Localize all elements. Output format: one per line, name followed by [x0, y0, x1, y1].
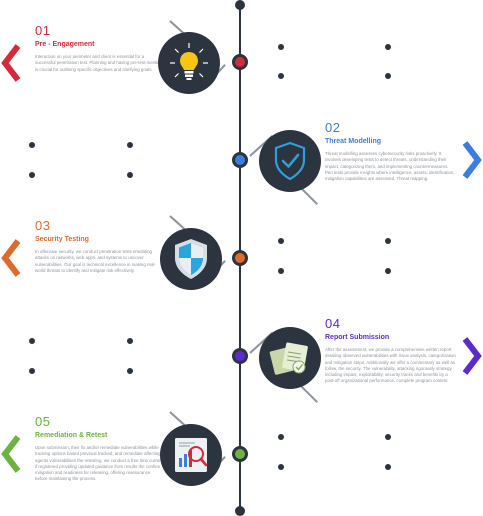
step-2-chevron-right-icon — [459, 140, 483, 180]
step-2-icon-circle — [259, 130, 321, 192]
step-4-title: Report Submission — [325, 334, 390, 341]
step-1-dot-a — [278, 44, 284, 50]
step-3-description: In offensive security, we conduct penetr… — [35, 249, 156, 273]
step-5-dot-a — [278, 434, 284, 440]
step-5-dot-c — [278, 464, 284, 470]
step-5-dot-d — [385, 464, 391, 470]
step-4-dot-a — [29, 338, 35, 344]
step-5-number: 05 — [35, 414, 51, 429]
step-5-title: Remediation & Retest — [35, 432, 108, 439]
step-2-number: 02 — [325, 120, 341, 135]
step-5: 05 Remediation & Retest Upon submission,… — [35, 415, 163, 483]
step-2-description: Threat modelling assesses cybersecurity … — [325, 151, 455, 182]
step-1-dot-b — [385, 44, 391, 50]
step-3-dot-b — [385, 238, 391, 244]
step-2-dot-c — [29, 172, 35, 178]
step-5-description: Upon submission, their fix and/or remedi… — [35, 445, 163, 482]
step-4: 04 Report Submission After the assessmen… — [325, 317, 457, 385]
step-1-icon-circle — [158, 32, 220, 94]
step-4-description: After the assessment, we provide a compr… — [325, 347, 456, 384]
step-1-title: Pre - Engagement — [35, 41, 95, 48]
analytics-chart-icon — [175, 438, 208, 472]
step-1-dot-c — [278, 73, 284, 79]
step-4-dot-b — [127, 338, 133, 344]
step-1-chevron-left-icon — [0, 43, 24, 83]
report-documents-icon — [269, 342, 308, 375]
shield-check-icon — [274, 141, 306, 181]
lightbulb-icon — [170, 43, 208, 80]
step-2-dot-d — [127, 172, 133, 178]
step-1: 01 Pre - Engagement Interaction on your … — [35, 24, 163, 73]
step-3-dot-a — [278, 238, 284, 244]
step-2-title: Threat Modelling — [325, 138, 381, 145]
step-3-node — [232, 250, 248, 266]
step-5-node — [232, 446, 248, 462]
step-4-chevron-right-icon — [459, 336, 483, 376]
step-4-number: 04 — [325, 316, 341, 331]
step-2-dot-b — [127, 142, 133, 148]
step-2-node — [232, 152, 248, 168]
step-3: 03 Security Testing In offensive securit… — [35, 219, 163, 274]
step-1-number: 01 — [35, 23, 51, 38]
step-5-dot-b — [385, 434, 391, 440]
step-5-chevron-left-icon — [0, 434, 24, 474]
step-3-title: Security Testing — [35, 236, 89, 243]
step-4-dot-c — [29, 368, 35, 374]
step-1-dot-d — [385, 73, 391, 79]
step-3-number: 03 — [35, 218, 51, 233]
step-2-dot-a — [29, 142, 35, 148]
step-3-dot-d — [385, 268, 391, 274]
step-4-icon-circle — [259, 327, 321, 389]
step-1-node — [232, 54, 248, 70]
step-3-icon-circle — [160, 228, 222, 290]
security-shield-icon — [175, 239, 207, 279]
step-4-dot-d — [127, 368, 133, 374]
step-2: 02 Threat Modelling Threat modelling ass… — [325, 121, 457, 182]
step-1-description: Interaction on your perimeter and client… — [35, 54, 163, 72]
step-3-dot-c — [278, 268, 284, 274]
timeline-start-dot — [235, 0, 245, 10]
timeline-end-dot — [235, 506, 245, 516]
step-5-icon-circle — [160, 424, 222, 486]
step-3-chevron-left-icon — [0, 238, 24, 278]
step-4-node — [232, 348, 248, 364]
